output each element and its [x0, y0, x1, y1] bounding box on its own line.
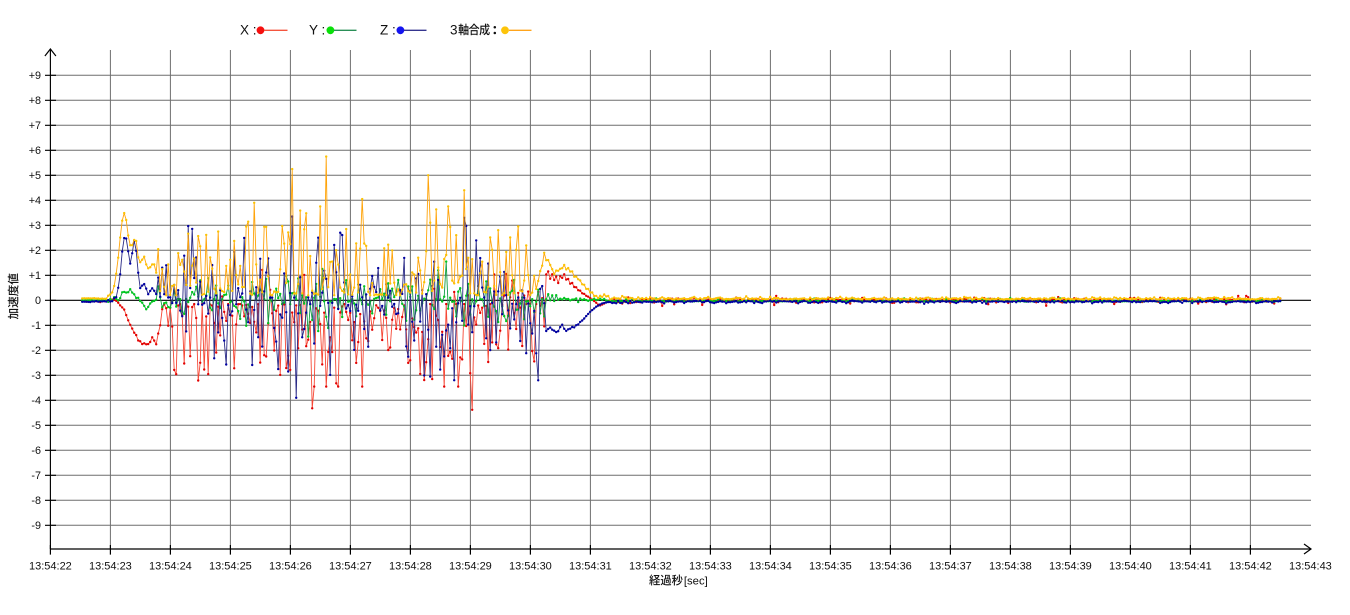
svg-text:13:54:41: 13:54:41	[1169, 561, 1212, 573]
svg-text:+1: +1	[29, 270, 41, 282]
svg-text:13:54:29: 13:54:29	[449, 561, 492, 573]
svg-text:-1: -1	[31, 320, 41, 332]
svg-text:-3: -3	[31, 370, 41, 382]
svg-text:13:54:24: 13:54:24	[149, 561, 192, 573]
svg-text:13:54:30: 13:54:30	[509, 561, 552, 573]
svg-text:-2: -2	[31, 345, 41, 357]
svg-text:0: 0	[35, 295, 41, 307]
svg-text:13:54:26: 13:54:26	[269, 561, 312, 573]
svg-text:-5: -5	[31, 420, 41, 432]
svg-text:+5: +5	[29, 170, 41, 182]
svg-text:13:54:35: 13:54:35	[809, 561, 852, 573]
svg-text:Y :: Y :	[309, 23, 325, 38]
svg-text:13:54:27: 13:54:27	[329, 561, 372, 573]
svg-text:13:54:25: 13:54:25	[209, 561, 252, 573]
svg-text:13:54:32: 13:54:32	[629, 561, 672, 573]
svg-text:+6: +6	[29, 145, 41, 157]
svg-text:+4: +4	[29, 195, 41, 207]
svg-text:[sec]: [sec]	[684, 576, 708, 588]
svg-text:13:54:33: 13:54:33	[689, 561, 732, 573]
svg-text:13:54:38: 13:54:38	[989, 561, 1032, 573]
svg-text:+8: +8	[29, 95, 41, 107]
svg-text:-4: -4	[31, 395, 41, 407]
svg-text:3: 3	[450, 23, 458, 38]
svg-text:13:54:28: 13:54:28	[389, 561, 432, 573]
svg-text:-8: -8	[31, 495, 41, 507]
svg-text:13:54:43: 13:54:43	[1289, 561, 1332, 573]
svg-text:13:54:34: 13:54:34	[749, 561, 792, 573]
svg-text:13:54:39: 13:54:39	[1049, 561, 1092, 573]
svg-text:+7: +7	[29, 120, 41, 132]
svg-text:-9: -9	[31, 520, 41, 532]
svg-text:13:54:37: 13:54:37	[929, 561, 972, 573]
svg-text:13:54:23: 13:54:23	[89, 561, 132, 573]
svg-text:-7: -7	[31, 470, 41, 482]
svg-text:13:54:31: 13:54:31	[569, 561, 612, 573]
svg-text:+3: +3	[29, 220, 41, 232]
svg-text:13:54:40: 13:54:40	[1109, 561, 1152, 573]
svg-text:13:54:22: 13:54:22	[29, 561, 72, 573]
svg-text:+9: +9	[29, 70, 41, 82]
svg-text:Z :: Z :	[380, 23, 396, 38]
svg-text:13:54:36: 13:54:36	[869, 561, 912, 573]
svg-text:X :: X :	[240, 23, 257, 38]
svg-text:+2: +2	[29, 245, 41, 257]
svg-text:13:54:42: 13:54:42	[1229, 561, 1272, 573]
svg-text:-6: -6	[31, 445, 41, 457]
